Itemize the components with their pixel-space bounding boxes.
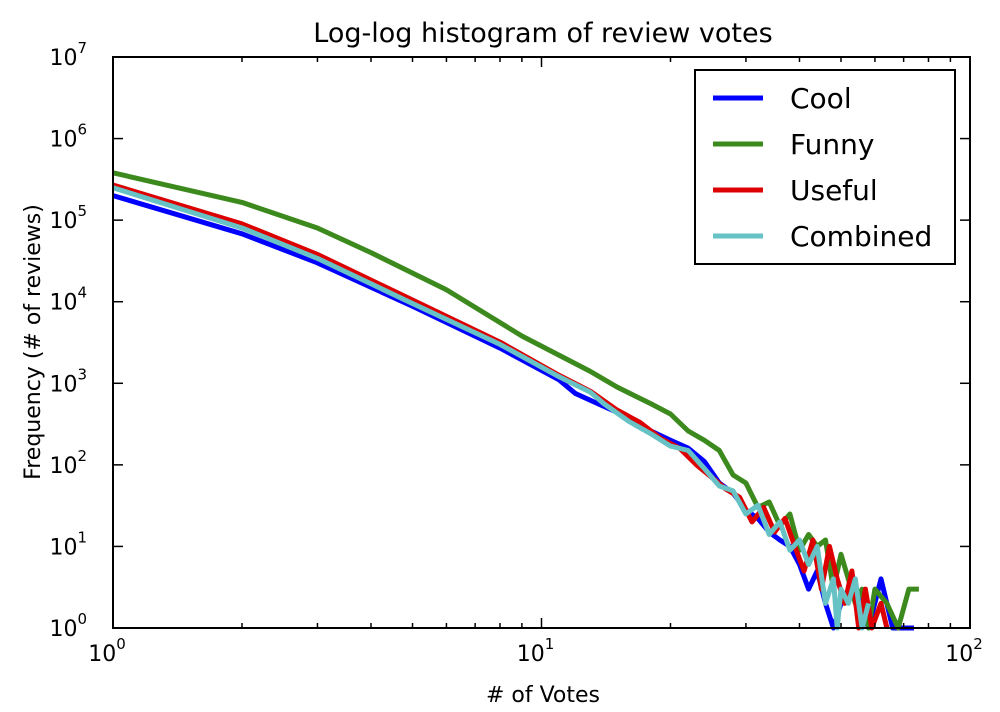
y-tick-label: 104	[49, 284, 87, 316]
legend-items: Cool Funny Useful Combined	[713, 82, 932, 253]
x-tick-label: 102	[945, 635, 983, 667]
legend: Cool Funny Useful Combined	[694, 69, 956, 265]
chart-title: Log-log histogram of review votes	[313, 18, 772, 49]
legend-label-funny: Funny	[790, 128, 874, 161]
y-tick-label: 106	[49, 121, 87, 153]
y-tick-label: 102	[49, 447, 87, 479]
legend-label-cool: Cool	[790, 82, 852, 115]
x-tick-label: 100	[88, 635, 126, 667]
x-axis-label: # of Votes	[486, 683, 600, 708]
y-axis-label: Frequency (# of reviews)	[21, 204, 46, 480]
y-tick-label: 100	[49, 610, 87, 642]
legend-box	[694, 69, 956, 265]
y-tick-label: 101	[49, 528, 87, 560]
legend-label-useful: Useful	[790, 174, 878, 207]
y-tick-label: 103	[49, 365, 87, 397]
y-tick-label: 107	[49, 39, 87, 71]
legend-label-combined: Combined	[790, 220, 932, 253]
y-tick-label: 105	[49, 202, 87, 234]
plot-frame	[112, 56, 971, 629]
x-tick-label: 101	[517, 635, 555, 667]
